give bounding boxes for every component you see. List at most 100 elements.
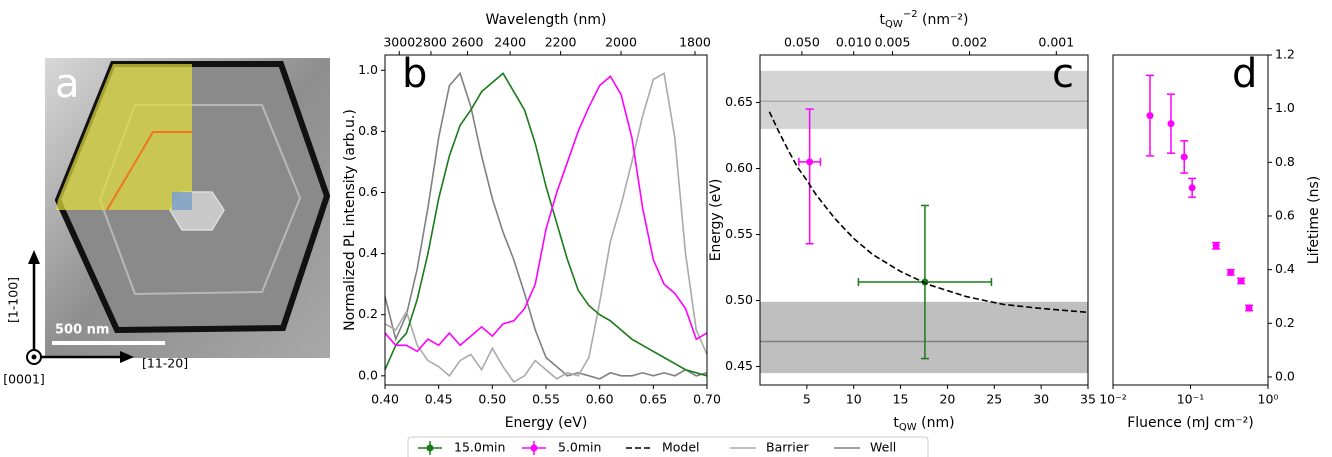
legend-label: Barrier [766,440,809,455]
data-point [1167,120,1175,128]
x-tick-label: 10⁻¹ [1177,392,1205,407]
x-tick-label: 0.45 [425,392,453,407]
y-tick-label: 1.0 [358,62,378,77]
x2-tick-label: 0.050 [784,35,820,50]
y-tick-label: 0.50 [725,292,753,307]
panel: 0.0 0.2 0.4 0.6 0.8 1.0 1.2 10⁻² 10⁻¹ 10⁰ d Lifetim… [1099,47,1322,407]
series-line [384,75,708,353]
x-tick-label: 0.65 [639,392,667,407]
data-point [1188,184,1196,192]
data-point [1227,268,1235,276]
legend-label: 5.0min [558,440,601,455]
legend-label: Model [662,440,700,455]
y-tick-label: 0.0 [358,367,378,382]
x-tick-label: 15 [893,392,909,407]
panel-label: c [1052,51,1074,97]
panel: 0.45 0.50 0.55 0.60 0.65 5 10 15 20 25 30 35 0.050 0.… [708,35,1096,407]
y-tick-label: 0.4 [1275,261,1295,276]
x-axis-label: Energy (eV) [505,415,588,431]
data-point [1146,112,1154,120]
panel: 0.0 0.2 0.4 0.6 0.8 1.0 0.40 0.45 0.50 0.55 0.60 0.… [342,35,721,407]
x2-tick-label: 0.002 [952,35,988,50]
series-line [384,72,708,377]
x2-tick-label: 2600 [452,35,484,50]
core-region [172,192,192,210]
x-tick-label: 0.40 [371,392,399,407]
x2-axis-label: Wavelength (nm) [486,12,607,28]
y-tick-label: 0.65 [725,94,753,109]
shell-region [56,64,192,210]
panel-label: d [1232,51,1257,97]
plot-frame [384,54,708,386]
legend: 15.0min 5.0min Model Barrier Well [407,436,929,457]
x-tick-label: 10⁻² [1099,392,1127,407]
legend-frame [407,436,929,457]
x2-tick-label: 2800 [415,35,447,50]
label-rest: (nm) [917,415,955,431]
y-tick-label: 0.45 [725,358,753,373]
label-sup: −2 [903,9,918,20]
legend-label: 15.0min [454,440,505,455]
scale-bar-label: 500 nm [55,323,109,338]
x2-tick-label: 2000 [605,35,637,50]
x2-tick-label: 3000 [383,35,415,50]
y-axis-label: Energy (eV) [708,179,724,262]
x2-tick-label: 2400 [494,35,526,50]
x-tick-label: 0.50 [478,392,506,407]
x2-tick-label: 0.005 [875,35,911,50]
y-tick-label: 0.2 [358,306,378,321]
data-point [1212,242,1220,250]
x2-tick-label: 1800 [679,35,711,50]
label-base: t [880,12,886,28]
data-point [1237,277,1245,285]
x-tick-label: 0.55 [532,392,560,407]
y-tick-label: 0.6 [1275,207,1295,222]
x2-tick-label: 0.001 [1038,35,1074,50]
band [760,70,1088,129]
y-tick-label: 0.2 [1275,315,1295,330]
x-axis-label: tQW (nm) [893,415,954,433]
legend-label: Well [870,440,896,455]
legend-symbol [426,444,434,452]
panel-label: a [55,61,80,107]
y-axis-label: Lifetime (ns) [1306,176,1322,264]
x-tick-label: 10⁰ [1258,392,1279,407]
label-rest: (nm⁻²) [918,12,969,28]
series-line [384,71,708,380]
y-tick-label: 0.6 [358,184,378,199]
out-of-plane-dot [31,354,37,360]
x2-tick-label: 2200 [545,35,577,50]
y-tick-label: 1.0 [1275,100,1295,115]
y-tick-label: 0.8 [358,123,378,138]
data-point [806,158,814,166]
y-tick-label: 0.8 [1275,154,1295,169]
data-point [1245,304,1253,312]
well-line [106,131,192,211]
x-axis-label: Fluence (mJ cm⁻²) [1127,415,1254,431]
y-tick-label: 0.60 [725,160,753,175]
x-tick-label: 20 [939,392,955,407]
series-line [384,72,708,383]
y-tick-label: 0.0 [1275,368,1295,383]
direction-label: [1-100] [6,277,21,323]
label-sub: QW [899,422,917,433]
x-tick-label: 5 [803,392,811,407]
band [760,301,1088,374]
label-sub: QW [885,19,903,30]
arrow-head [28,250,40,264]
y-tick-label: 0.55 [725,226,753,241]
x-tick-label: 0.60 [586,392,614,407]
micrograph: a 500 nm [1-100] [11-20] [0001] [3,58,331,387]
x-tick-label: 30 [1033,392,1049,407]
direction-label: [0001] [3,372,45,387]
x2-axis-label: tQW−2 (nm⁻²) [880,9,969,30]
x-tick-label: 10 [846,392,862,407]
arrow-head [120,351,134,363]
plot-frame [1112,54,1269,386]
x-tick-label: 0.70 [693,392,721,407]
legend-symbol [530,444,538,452]
y-tick-label: 1.2 [1275,47,1295,62]
x-tick-label: 25 [986,392,1002,407]
x-tick-label: 35 [1080,392,1096,407]
